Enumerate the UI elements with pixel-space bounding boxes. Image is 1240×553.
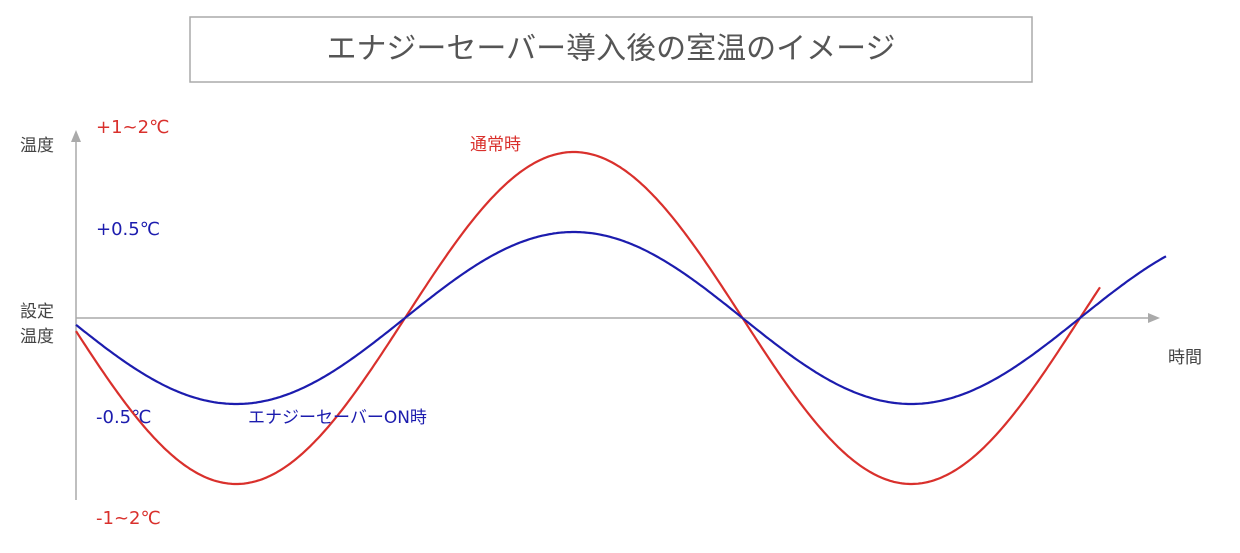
y-axis-label: 温度: [20, 136, 54, 156]
x-axis-arrow: [1148, 313, 1160, 323]
title: エナジーセーバー導入後の室温のイメージ: [326, 32, 895, 67]
curve-label: エナジーセーバーON時: [248, 408, 427, 428]
saver-curve: [75, 230, 1167, 406]
x-axis-label: 時間: [1168, 348, 1202, 368]
normal-curve: [75, 150, 1101, 486]
origin-label: 温度: [20, 327, 54, 347]
origin-label: 設定: [20, 302, 54, 322]
level-label: +1~2℃: [96, 117, 169, 138]
curve-label: 通常時: [470, 135, 521, 155]
title-box: [189, 16, 1033, 83]
level-label: -1~2℃: [96, 508, 161, 529]
y-axis-arrow: [71, 130, 81, 142]
level-label: +0.5℃: [96, 219, 160, 240]
level-label: -0.5℃: [96, 407, 151, 428]
